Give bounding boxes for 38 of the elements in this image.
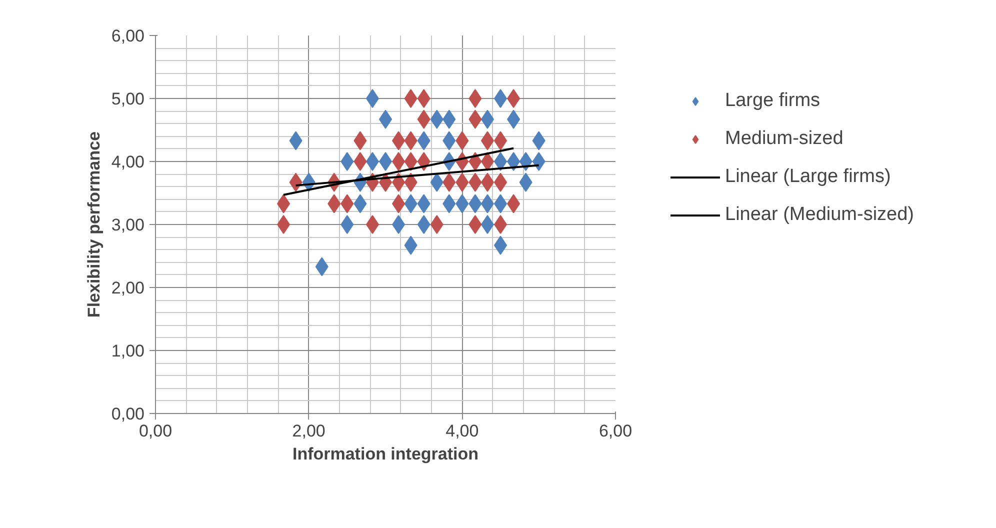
x-axis-title: Information integration (292, 444, 479, 464)
legend-label: Linear (Large firms) (725, 166, 891, 188)
point (507, 152, 520, 171)
point (417, 89, 430, 108)
y-tick-label: 0,00 (111, 404, 145, 424)
point (354, 152, 367, 171)
legend-label: Large firms (725, 90, 820, 112)
point (480, 152, 494, 171)
y-axis-title: Flexibility performance (84, 131, 104, 318)
x-tick-label: 4,00 (446, 422, 479, 440)
x-tick-label: 0,00 (138, 422, 172, 440)
point (468, 215, 482, 234)
point (392, 215, 406, 234)
point (468, 89, 482, 108)
x-tick-label: 6,00 (598, 422, 632, 440)
point (340, 215, 354, 234)
point (404, 152, 418, 171)
y-tick-label: 5,00 (111, 90, 145, 108)
y-tick-label: 3,00 (111, 216, 145, 234)
x-tick-label: 2,00 (292, 422, 326, 440)
y-tick-label: 6,00 (111, 26, 145, 46)
legend-label: Medium-sized (725, 128, 844, 150)
point (480, 215, 494, 234)
point (507, 89, 520, 108)
point (417, 215, 430, 234)
point (366, 89, 379, 108)
point (340, 152, 354, 171)
y-tick-label: 1,00 (111, 342, 145, 360)
point (532, 152, 546, 171)
point (404, 89, 418, 108)
legend-label: Linear (Medium-sized) (725, 204, 914, 226)
y-tick-label: 2,00 (111, 278, 145, 298)
point (277, 215, 290, 234)
point (366, 152, 379, 171)
point (430, 215, 444, 234)
y-tick-label: 4,00 (111, 152, 145, 172)
point (366, 215, 379, 234)
point (392, 152, 406, 171)
